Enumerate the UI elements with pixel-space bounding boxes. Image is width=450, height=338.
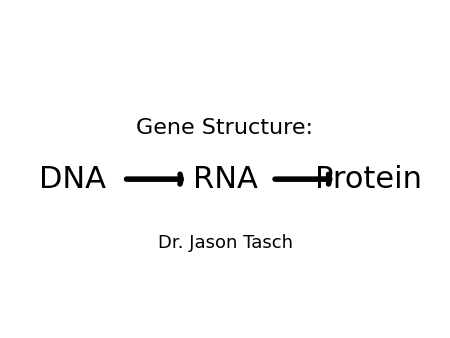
- Text: Dr. Jason Tasch: Dr. Jason Tasch: [158, 234, 292, 252]
- Text: RNA: RNA: [193, 165, 257, 194]
- Text: Gene Structure:: Gene Structure:: [136, 118, 314, 139]
- Text: DNA: DNA: [39, 165, 105, 194]
- Text: Protein: Protein: [315, 165, 423, 194]
